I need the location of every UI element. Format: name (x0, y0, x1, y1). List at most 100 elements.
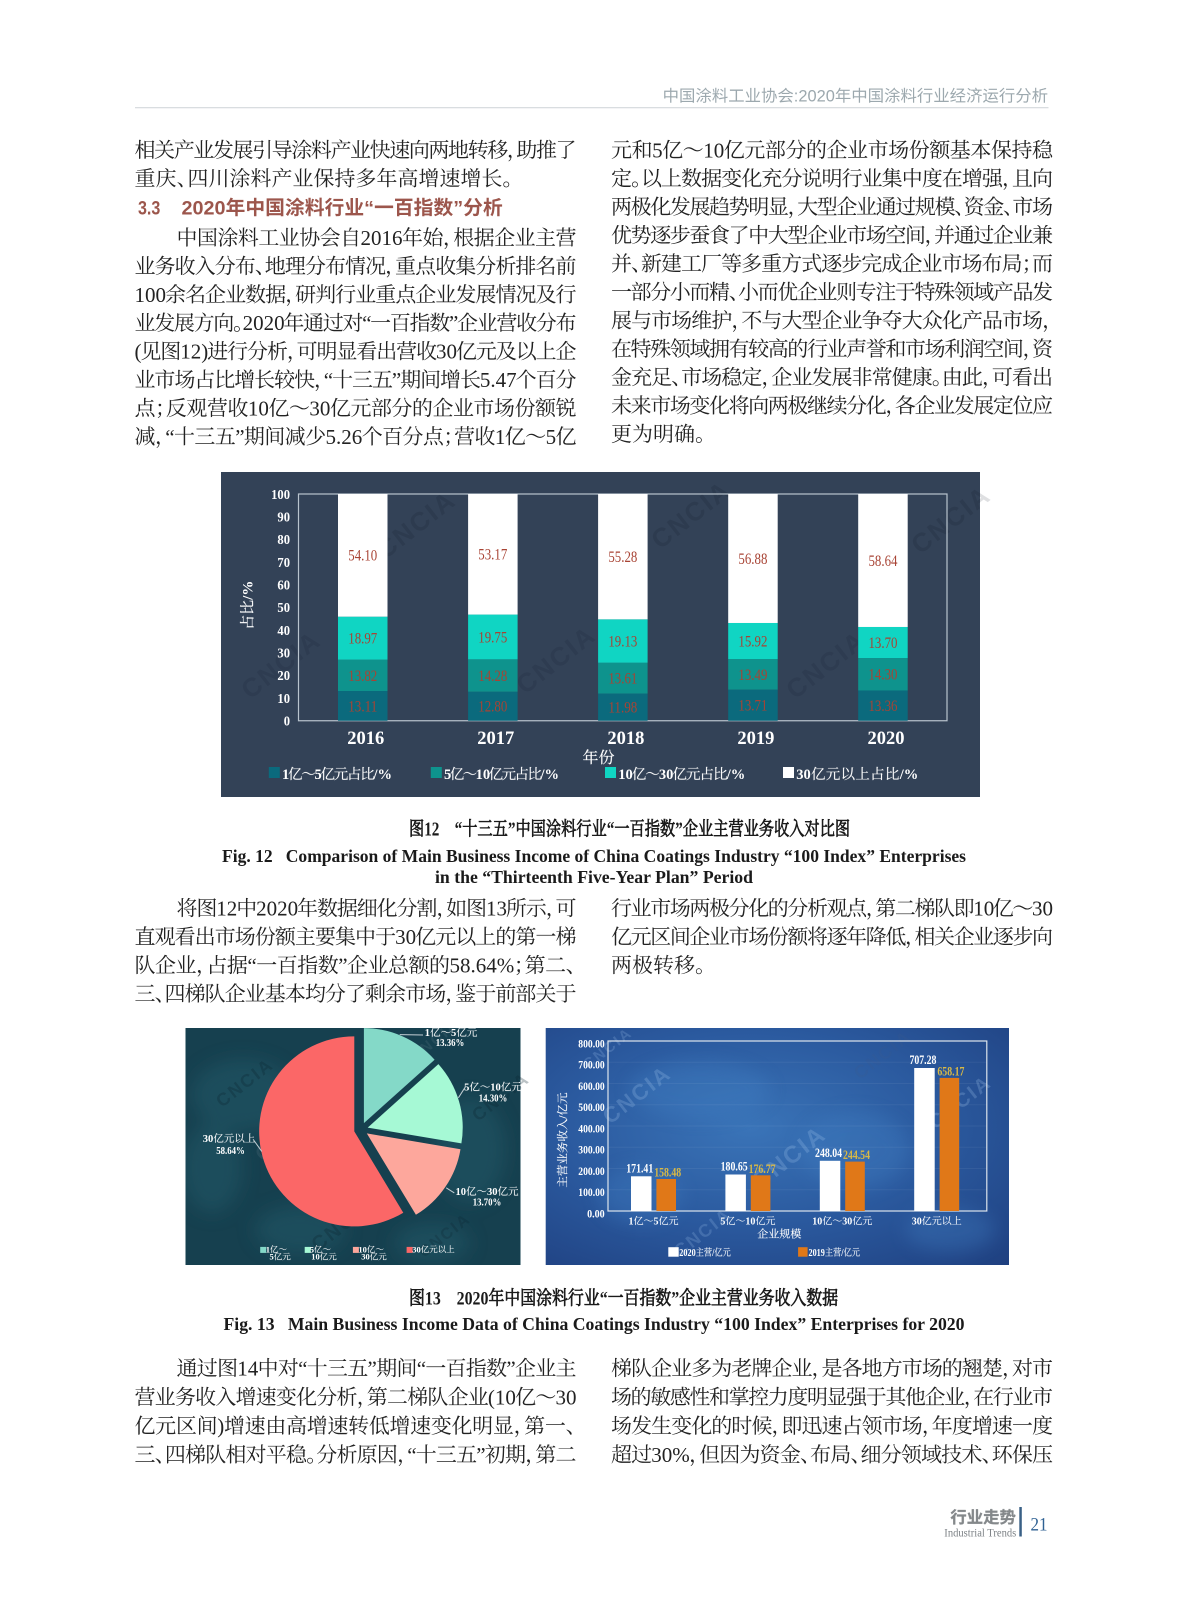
svg-text:Fig. 12 Comparison of Main B: Fig. 12 Comparison of Main Business Inco… (222, 846, 966, 866)
svg-text:1: 1 (282, 767, 289, 783)
svg-text:5: 5 (464, 1083, 469, 1094)
svg-text:12: 12 (424, 817, 439, 839)
svg-text:3.3: 3.3 (138, 198, 160, 220)
svg-text:0: 0 (284, 715, 290, 730)
svg-text:“: “ (607, 817, 615, 839)
svg-text:10: 10 (277, 692, 290, 707)
svg-text:1: 1 (629, 1216, 634, 1227)
svg-text:“: “ (600, 1287, 608, 1309)
svg-text:(: ( (135, 340, 142, 364)
svg-text:2020: 2020 (182, 198, 226, 220)
svg-text:10: 10 (973, 897, 994, 921)
svg-text:30: 30 (1032, 897, 1053, 921)
svg-text:5: 5 (546, 425, 557, 449)
svg-text:13.61: 13.61 (608, 669, 637, 688)
svg-text:2020: 2020 (679, 1247, 696, 1258)
svg-text::2020: :2020 (794, 88, 835, 106)
svg-text:14: 14 (237, 1357, 258, 1381)
svg-text:10: 10 (703, 138, 724, 162)
svg-text:13.70: 13.70 (868, 633, 897, 652)
svg-text:15.92: 15.92 (738, 631, 767, 650)
svg-text:“: “ (324, 368, 333, 392)
svg-text:5: 5 (451, 1028, 456, 1039)
svg-text:21: 21 (1031, 1515, 1048, 1536)
svg-text:”: ” (453, 198, 463, 220)
svg-text:10: 10 (745, 1216, 755, 1227)
svg-text:“: “ (165, 425, 174, 449)
svg-text:30: 30 (556, 1385, 577, 1409)
svg-text:/%: /% (241, 581, 257, 601)
svg-text:707.28: 707.28 (909, 1053, 936, 1067)
svg-text:13.71: 13.71 (738, 696, 767, 715)
svg-text:30: 30 (487, 1187, 498, 1198)
svg-text:”: ” (392, 368, 401, 392)
svg-text:12): 12) (180, 340, 208, 364)
svg-text:100: 100 (271, 488, 290, 503)
svg-text:): ) (217, 1414, 224, 1438)
svg-text:30: 30 (659, 767, 674, 783)
svg-text:18.97: 18.97 (348, 629, 377, 648)
svg-text:5.26: 5.26 (326, 425, 363, 449)
svg-text:13: 13 (486, 897, 507, 921)
svg-text:13.49: 13.49 (738, 665, 767, 684)
svg-text:5: 5 (310, 1244, 314, 1254)
svg-text:10: 10 (618, 767, 633, 783)
svg-text:/%: /% (373, 767, 393, 783)
svg-text:2016: 2016 (347, 729, 384, 749)
svg-text:55.28: 55.28 (608, 547, 637, 566)
svg-text:70: 70 (277, 556, 290, 571)
svg-text:/: / (558, 1115, 570, 1120)
svg-text:200.00: 200.00 (578, 1166, 605, 1178)
svg-text:”: ” (508, 817, 516, 839)
svg-text:300.00: 300.00 (578, 1145, 605, 1157)
svg-text:244.54: 244.54 (843, 1148, 871, 1162)
svg-text:30: 30 (436, 340, 457, 364)
svg-text:100.00: 100.00 (578, 1187, 605, 1199)
svg-text:2020: 2020 (457, 1287, 489, 1309)
svg-text:13.11: 13.11 (348, 696, 377, 715)
svg-text:30: 30 (912, 1216, 922, 1227)
svg-text:800.00: 800.00 (578, 1038, 605, 1050)
svg-text:/%: /% (899, 767, 919, 783)
svg-text:13: 13 (425, 1287, 441, 1309)
svg-text:2020: 2020 (256, 897, 298, 921)
svg-text:“: “ (455, 817, 463, 839)
svg-text:30: 30 (203, 1134, 214, 1145)
svg-text:58.64%: 58.64% (216, 1145, 245, 1157)
svg-text:5.47: 5.47 (480, 368, 517, 392)
svg-text:“: “ (364, 198, 374, 220)
svg-text:2020: 2020 (867, 729, 904, 749)
svg-text:14.28: 14.28 (478, 666, 507, 685)
svg-text:30: 30 (309, 396, 330, 420)
svg-text:2016: 2016 (361, 226, 403, 250)
svg-text:10: 10 (812, 1216, 822, 1227)
svg-text:13.82: 13.82 (348, 666, 377, 685)
svg-text:40: 40 (277, 624, 290, 639)
svg-text:2018: 2018 (607, 729, 644, 749)
svg-text:700.00: 700.00 (578, 1060, 605, 1072)
svg-text:600.00: 600.00 (578, 1081, 605, 1093)
svg-text:”: ” (449, 311, 458, 335)
svg-text:58.64%: 58.64% (450, 954, 515, 978)
svg-text:12: 12 (216, 897, 237, 921)
svg-text:2019: 2019 (809, 1247, 826, 1258)
svg-text:”: ” (675, 817, 683, 839)
svg-text:10: 10 (248, 396, 269, 420)
svg-text:30: 30 (842, 1216, 852, 1227)
svg-text:30%: 30% (651, 1443, 690, 1467)
svg-text:”: ” (235, 425, 244, 449)
svg-text:30: 30 (412, 1244, 421, 1254)
svg-text:5: 5 (654, 1216, 659, 1227)
svg-text:/: / (711, 1247, 715, 1258)
svg-text:1: 1 (495, 425, 506, 449)
svg-text:12.80: 12.80 (478, 697, 507, 716)
svg-text:50: 50 (277, 601, 290, 616)
svg-text:176.77: 176.77 (749, 1162, 776, 1176)
svg-text:56.88: 56.88 (738, 549, 767, 568)
svg-text:19.75: 19.75 (478, 627, 507, 646)
svg-text:19.13: 19.13 (608, 631, 637, 650)
svg-text:10: 10 (490, 1083, 501, 1094)
svg-text:Industrial Trends: Industrial Trends (944, 1526, 1016, 1540)
svg-text:100: 100 (135, 283, 167, 307)
svg-text:/: / (840, 1247, 844, 1258)
